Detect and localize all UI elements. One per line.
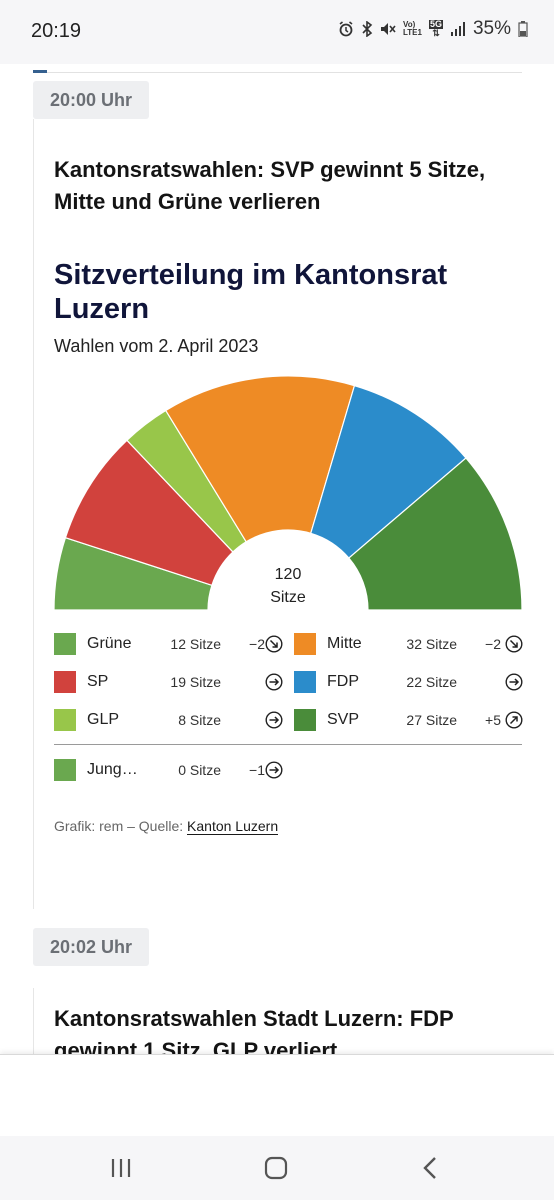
recent-apps-icon[interactable] [101, 1152, 141, 1184]
legend-item-fdp: FDP 22 Sitze [294, 670, 523, 694]
legend-seats: 12 Sitze [170, 636, 221, 652]
source-prefix: Grafik: rem – Quelle: [54, 818, 188, 834]
legend-swatch [54, 633, 76, 655]
legend-change: +5 [485, 712, 501, 728]
chart-title: Sitzverteilung im Kantonsrat Luzern [54, 259, 448, 325]
legend-party-name: Mitte [327, 635, 362, 652]
legend-divider [54, 744, 522, 745]
5g-icon: 5G ⇅ [428, 19, 443, 38]
lte-label: LTE1 [402, 28, 422, 37]
legend-swatch [54, 671, 76, 693]
home-icon[interactable] [256, 1152, 296, 1184]
seat-distribution-chart[interactable] [54, 374, 522, 610]
legend-party-name: FDP [327, 673, 359, 690]
entry-time-badge: 20:02 Uhr [33, 928, 149, 966]
trend-flat-icon [265, 761, 283, 779]
signal-icon [450, 22, 465, 36]
bluetooth-icon [362, 21, 373, 37]
live-ticker-feed[interactable]: 20:00 Uhr Kantonsratswahlen: SVP gewinnt… [0, 64, 554, 1054]
legend-party-name: Jung… [87, 761, 138, 778]
trend-flat-icon [265, 711, 283, 729]
trend-down-icon [505, 635, 523, 653]
status-bar: 20:19 Vo) LTE1 5G ⇅ 35% [0, 0, 554, 64]
legend-change: −2 [485, 636, 501, 652]
trend-down-icon [265, 635, 283, 653]
legend-swatch [294, 671, 316, 693]
timeline-rail [33, 119, 34, 909]
status-icons: Vo) LTE1 5G ⇅ 35% [338, 18, 528, 40]
bottom-panel [0, 1054, 554, 1137]
volte-icon: Vo) LTE1 [403, 21, 422, 37]
trend-flat-icon [505, 673, 523, 691]
legend-seats: 0 Sitze [178, 762, 221, 778]
volte-label: Vo) [402, 20, 416, 29]
entry-headline[interactable]: Kantonsratswahlen Stadt Luzern: FDP gewi… [54, 1006, 454, 1054]
status-time: 20:19 [31, 20, 82, 42]
legend-party-name: Grüne [87, 635, 132, 652]
chart-source: Grafik: rem – Quelle: Kanton Luzern [54, 818, 279, 835]
legend-swatch [294, 633, 316, 655]
legend-party-name: SP [87, 673, 109, 690]
top-divider [33, 72, 522, 73]
legend-seats: 19 Sitze [170, 674, 221, 690]
total-seats-value: 120 [274, 566, 302, 583]
legend-item-sp: SP 19 Sitze [54, 670, 283, 694]
seat-segment-mitte[interactable] [164, 375, 356, 543]
legend-item-glp: GLP 8 Sitze [54, 708, 283, 732]
legend-party-name: SVP [327, 711, 360, 728]
mute-icon [380, 23, 396, 35]
battery-icon [518, 21, 528, 37]
source-link[interactable]: Kanton Luzern [187, 818, 279, 835]
timeline-rail-2 [33, 988, 34, 1054]
entry-headline[interactable]: Kantonsratswahlen: SVP gewinnt 5 Sitze, … [54, 157, 486, 214]
top-divider-accent [33, 70, 47, 73]
battery-percent: 35% [472, 18, 511, 39]
system-nav-bar [0, 1136, 554, 1200]
trend-up-icon [505, 711, 523, 729]
legend-item-jung: Jung… 0 Sitze −1 [54, 758, 283, 782]
data-arrows-icon: ⇅ [432, 28, 440, 38]
chart-subtitle: Wahlen vom 2. April 2023 [54, 336, 259, 356]
legend-swatch [54, 709, 76, 731]
legend-change: −1 [249, 762, 265, 778]
legend-seats: 8 Sitze [178, 712, 221, 728]
legend-seats: 22 Sitze [406, 674, 457, 690]
legend-swatch [294, 709, 316, 731]
legend-seats: 32 Sitze [406, 636, 457, 652]
legend-change: −2 [249, 636, 265, 652]
legend-item-mitte: Mitte 32 Sitze −2 [294, 632, 523, 656]
legend-party-name: GLP [87, 711, 120, 728]
back-icon[interactable] [411, 1152, 451, 1184]
legend-swatch [54, 759, 76, 781]
entry-time-badge: 20:00 Uhr [33, 81, 149, 119]
total-seats-label: Sitze [270, 589, 306, 606]
legend-seats: 27 Sitze [406, 712, 457, 728]
legend-item-gruene: Grüne 12 Sitze −2 [54, 632, 283, 656]
5g-label: 5G [428, 19, 443, 29]
legend-item-svp: SVP 27 Sitze +5 [294, 708, 523, 732]
trend-flat-icon [265, 673, 283, 691]
alarm-icon [339, 21, 353, 37]
seat-segment-svp[interactable] [347, 457, 522, 610]
